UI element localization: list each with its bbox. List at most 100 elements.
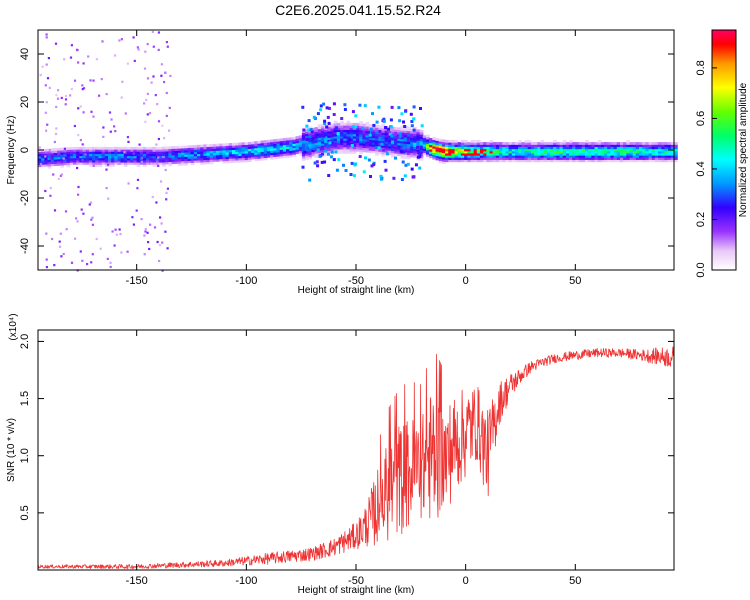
heatmap-cell (184, 145, 189, 149)
heatmap-cell (73, 151, 77, 154)
heatmap-cell (616, 144, 621, 147)
heatmap-cell (591, 152, 596, 156)
heatmap-cell (473, 142, 478, 145)
heatmap-cell (410, 135, 414, 139)
heatmap-cell (330, 145, 335, 148)
heatmap-cell (298, 139, 303, 143)
heatmap-cell (381, 127, 386, 131)
heatmap-cell (530, 142, 535, 145)
heatmap-cell (403, 134, 408, 138)
heatmap-cell (44, 163, 49, 167)
heatmap-cell (397, 149, 402, 152)
heatmap-cell (419, 142, 424, 146)
heatmap-cell (85, 157, 90, 161)
heatmap-cell (511, 148, 516, 152)
heatmap-cell (260, 144, 265, 148)
heatmap-cell (325, 106, 329, 110)
heatmap-cell (216, 145, 220, 149)
heatmap-cell (632, 159, 637, 163)
heatmap-cell (505, 148, 510, 152)
heatmap-cell (330, 130, 335, 133)
heatmap-cell (530, 144, 535, 147)
heatmap-cell (521, 146, 526, 150)
heatmap-cell (316, 112, 320, 116)
heatmap-cell (165, 161, 169, 165)
heatmap-cell (375, 130, 379, 134)
heatmap-cell (670, 155, 675, 158)
heatmap-cell (658, 146, 662, 150)
heatmap-cell (88, 151, 93, 154)
heatmap-cell (193, 147, 198, 150)
heatmap-cell (95, 159, 99, 163)
heatmap-cell (559, 155, 564, 158)
heatmap-cell (142, 146, 147, 150)
heatmap-cell (391, 144, 395, 147)
snr-line (37, 346, 675, 570)
heatmap-cell (470, 155, 475, 158)
heatmap-cell (381, 153, 386, 157)
heatmap-cell (581, 157, 586, 160)
heatmap-cell (654, 150, 659, 154)
heatmap-cell (559, 148, 564, 152)
heatmap-cell (654, 157, 659, 160)
heatmap-cell (114, 149, 119, 152)
heatmap-cell (347, 136, 351, 140)
heatmap-cell (260, 153, 265, 157)
heatmap-cell (389, 118, 393, 122)
heatmap-cell (391, 154, 395, 158)
heatmap-cell (165, 150, 169, 154)
x-tick-label: 0 (463, 275, 469, 287)
heatmap-cell (524, 148, 529, 152)
heatmap-cell (44, 159, 49, 163)
colorbar-label: Normalized spectral amplitude (738, 82, 749, 217)
heatmap-cell (145, 98, 148, 101)
heatmap-cell (597, 159, 602, 163)
heatmap-cell (254, 141, 258, 144)
heatmap-cell (346, 148, 351, 152)
heatmap-cell (451, 146, 456, 150)
heatmap-cell (206, 157, 211, 160)
heatmap-cell (292, 145, 297, 149)
heatmap-cell (346, 127, 351, 130)
heatmap-cell (499, 146, 503, 150)
heatmap-cell (379, 174, 383, 178)
heatmap-cell (168, 148, 173, 152)
heatmap-cell (356, 146, 360, 150)
heatmap-cell (438, 156, 443, 159)
heatmap-cell (120, 149, 125, 152)
heatmap-cell (156, 103, 159, 106)
heatmap-cell (632, 146, 637, 150)
heatmap-cell (309, 128, 313, 132)
heatmap-cell (330, 143, 335, 146)
heatmap-cell (460, 144, 465, 147)
heatmap-cell (142, 155, 147, 159)
heatmap-cell (391, 147, 395, 151)
heatmap-cell (200, 151, 204, 154)
heatmap-cell (314, 129, 319, 133)
heatmap-cell (626, 155, 631, 158)
heatmap-cell (356, 135, 360, 139)
heatmap-cell (368, 139, 373, 143)
heatmap-cell (359, 131, 363, 135)
heatmap-cell (550, 152, 554, 156)
heatmap-cell (219, 154, 224, 158)
heatmap-cell (667, 152, 672, 156)
heatmap-cell (263, 151, 268, 154)
heatmap-cell (384, 130, 389, 134)
heatmap-cell (41, 164, 45, 167)
heatmap-cell (642, 142, 646, 145)
heatmap-cell (406, 147, 411, 151)
heatmap-cell (136, 146, 141, 150)
heatmap-cell (86, 263, 89, 266)
heatmap-cell (600, 157, 605, 160)
heatmap-cell (53, 154, 58, 158)
heatmap-cell (282, 142, 287, 146)
heatmap-cell (429, 148, 433, 152)
heatmap-cell (235, 147, 239, 150)
heatmap-cell (467, 157, 472, 160)
heatmap-cell (60, 164, 65, 168)
heatmap-cell (298, 144, 303, 147)
heatmap-cell (139, 162, 144, 165)
heatmap-cell (413, 137, 417, 141)
heatmap-cell (168, 155, 173, 158)
